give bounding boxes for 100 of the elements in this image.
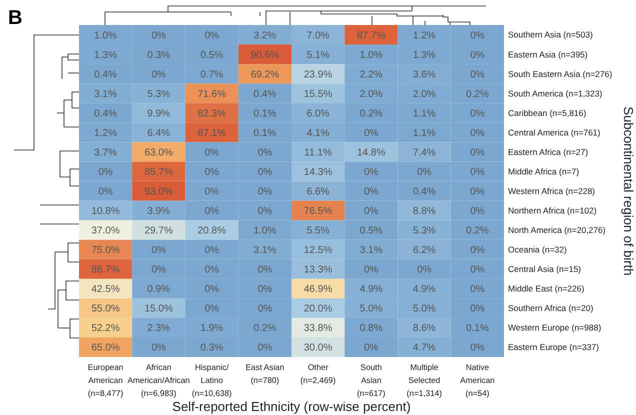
data-label: 3.2% <box>254 30 276 42</box>
y-tick-label: Southern Africa (n=20) <box>508 303 594 314</box>
data-label: 6.0% <box>306 108 330 120</box>
data-label: 0.2% <box>254 323 276 334</box>
data-label: 1.3% <box>94 50 118 61</box>
y-tick-label: Eastern Africa (n=27) <box>508 146 588 157</box>
data-label: 1.1% <box>412 108 436 120</box>
data-label: 33.8% <box>304 323 332 334</box>
data-label: 0% <box>417 166 432 178</box>
y-tick-label: Northern Africa (n=102) <box>508 206 597 216</box>
data-label: 0% <box>258 147 272 158</box>
data-label: 0% <box>204 186 220 198</box>
data-label: 0.1% <box>254 128 276 139</box>
x-tick-label: Hispanic/ Latino (n=10,638) <box>192 363 232 398</box>
data-label: 2.2% <box>360 69 383 80</box>
data-label: 1.0% <box>360 50 383 61</box>
data-label: 0.4% <box>254 88 276 100</box>
data-label: 0% <box>258 304 272 315</box>
data-label: 0.1% <box>254 108 276 120</box>
data-label: 55.0% <box>91 304 120 315</box>
data-label: 0% <box>364 186 379 198</box>
data-label: 69.2% <box>250 69 280 80</box>
data-label: 5.5% <box>306 226 330 237</box>
data-label: 0.4% <box>412 186 436 198</box>
data-label: 1.0% <box>94 30 118 42</box>
data-label: 5.1% <box>306 50 330 61</box>
data-label: 0% <box>470 50 485 61</box>
data-label: 0% <box>151 245 166 256</box>
x-axis-title: Self-reported Ethnicity (row-wise percent) <box>172 399 411 414</box>
data-label: 30.0% <box>304 342 332 354</box>
data-label: 0.7% <box>200 69 224 80</box>
y-tick-label: South Eastern Asia (n=276) <box>508 68 612 79</box>
data-label: 0.4% <box>94 108 118 120</box>
data-label: 4.7% <box>412 342 436 354</box>
data-label: 0% <box>470 264 485 276</box>
data-label: 14.3% <box>304 166 332 178</box>
data-label: 87.7% <box>357 30 386 42</box>
data-label: 5.3% <box>147 88 170 100</box>
data-label: 3.1% <box>94 88 118 100</box>
data-label: 0.8% <box>360 323 383 334</box>
data-label: 0.3% <box>147 50 170 61</box>
data-label: 2.0% <box>412 88 436 100</box>
y-tick-label: South America (n=1,323) <box>508 88 602 98</box>
data-label: 0.2% <box>466 226 489 237</box>
data-label: 4.1% <box>306 128 330 139</box>
y-axis-title: Subcontinental region of birth <box>621 106 636 276</box>
data-label: 14.8% <box>357 147 386 158</box>
data-label: 1.0% <box>254 226 276 237</box>
data-label: 0.9% <box>147 284 170 296</box>
data-label: 2.3% <box>147 323 170 334</box>
data-label: 0% <box>204 264 220 276</box>
x-tick-label: Multiple Selected (n=1,314) <box>406 363 442 398</box>
data-label: 63.0% <box>144 147 173 158</box>
data-label: 0% <box>470 186 485 198</box>
y-tick-label: Central Asia (n=15) <box>508 264 582 274</box>
data-label: 8.6% <box>412 323 436 334</box>
data-label: 3.7% <box>94 147 118 158</box>
data-label: 71.6% <box>198 88 226 100</box>
data-label: 4.9% <box>412 284 436 296</box>
data-label: 0% <box>98 166 113 178</box>
data-label: 86.7% <box>91 264 120 276</box>
data-label: 0% <box>364 264 379 276</box>
data-label: 0% <box>258 342 272 354</box>
data-label: 0% <box>364 206 379 218</box>
data-label: 0% <box>258 186 272 198</box>
x-tick-label: South Asian (n=617) <box>356 363 386 398</box>
data-label: 0% <box>204 284 220 296</box>
data-label: 9.9% <box>147 108 170 120</box>
data-label: 0.4% <box>94 69 118 80</box>
data-label: 0% <box>470 128 485 139</box>
data-label: 0% <box>204 166 220 178</box>
data-label: 0% <box>470 245 485 256</box>
y-tick-label: Western Europe (n=988) <box>508 322 602 333</box>
x-tick-label: European American (n=8,477) <box>88 363 124 398</box>
data-label: 4.9% <box>360 284 383 296</box>
data-label: 0% <box>258 264 272 276</box>
data-label: 3.1% <box>254 245 276 256</box>
y-tick-label: Caribbean (n=5,816) <box>508 108 586 118</box>
data-label: 0.2% <box>360 108 383 120</box>
data-label: 0.1% <box>466 323 489 334</box>
data-label: 0% <box>364 166 379 178</box>
y-tick-label: Eastern Asia (n=395) <box>508 49 588 60</box>
data-label: 6.6% <box>306 186 330 198</box>
y-tick-label: Middle East (n=226) <box>508 284 584 294</box>
data-label: 42.5% <box>91 284 120 296</box>
data-label: 0.5% <box>200 50 224 61</box>
data-label: 3.1% <box>360 245 383 256</box>
data-label: 0% <box>98 186 113 198</box>
data-label: 8.8% <box>412 206 436 218</box>
data-label: 0% <box>470 30 485 42</box>
data-label: 0% <box>364 128 379 139</box>
data-label: 12.5% <box>304 245 332 256</box>
data-label: 0% <box>151 264 166 276</box>
data-label: 75.0% <box>91 245 120 256</box>
data-label: 65.0% <box>91 342 120 354</box>
data-label: 0.3% <box>200 342 224 354</box>
data-label: 0% <box>258 284 272 296</box>
data-label: 0% <box>470 69 485 80</box>
data-label: 11.1% <box>304 147 332 158</box>
data-label: 0% <box>151 342 166 354</box>
